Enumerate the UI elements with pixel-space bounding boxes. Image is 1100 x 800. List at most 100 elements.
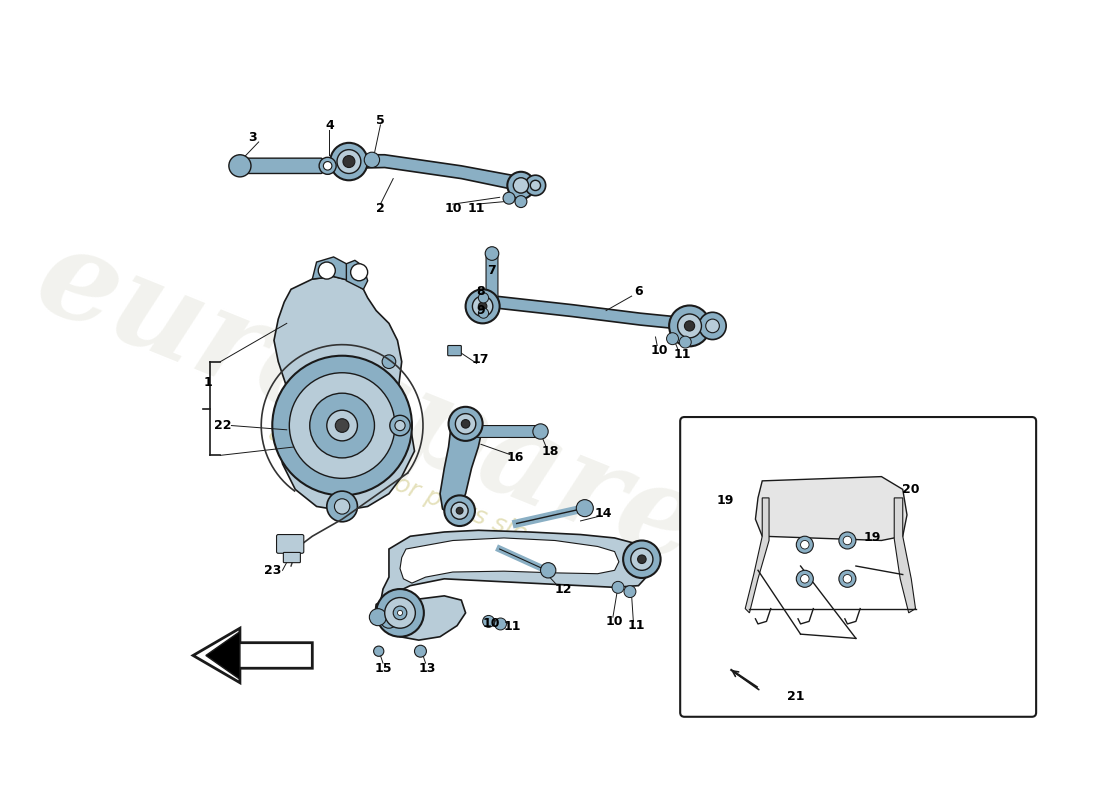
Circle shape xyxy=(796,570,813,587)
FancyBboxPatch shape xyxy=(234,158,322,174)
Text: 12: 12 xyxy=(554,582,572,595)
Text: 23: 23 xyxy=(264,564,280,577)
Circle shape xyxy=(684,321,695,331)
Circle shape xyxy=(370,609,386,626)
Circle shape xyxy=(839,570,856,587)
Polygon shape xyxy=(476,296,690,334)
Circle shape xyxy=(444,495,475,526)
Circle shape xyxy=(483,615,495,627)
Polygon shape xyxy=(756,477,908,541)
Text: 16: 16 xyxy=(506,451,524,465)
Circle shape xyxy=(532,424,548,439)
Polygon shape xyxy=(745,498,769,613)
Text: 8: 8 xyxy=(476,285,485,298)
Circle shape xyxy=(395,421,405,430)
Text: 11: 11 xyxy=(468,202,485,215)
Circle shape xyxy=(478,308,488,318)
FancyBboxPatch shape xyxy=(284,553,300,562)
Circle shape xyxy=(624,586,636,598)
Text: 11: 11 xyxy=(627,619,645,632)
Circle shape xyxy=(478,302,487,310)
Text: 21: 21 xyxy=(788,690,805,703)
Polygon shape xyxy=(342,154,529,191)
Text: 13: 13 xyxy=(419,662,436,674)
Circle shape xyxy=(478,293,488,303)
Circle shape xyxy=(667,333,679,345)
Circle shape xyxy=(576,500,593,517)
Circle shape xyxy=(382,355,396,369)
Circle shape xyxy=(465,290,499,323)
Circle shape xyxy=(393,606,407,620)
Circle shape xyxy=(623,541,661,578)
Text: 18: 18 xyxy=(542,445,560,458)
Circle shape xyxy=(843,536,851,545)
Polygon shape xyxy=(374,530,649,640)
Circle shape xyxy=(801,541,810,549)
Circle shape xyxy=(630,548,653,570)
Circle shape xyxy=(381,611,397,628)
Circle shape xyxy=(415,646,427,657)
Circle shape xyxy=(385,598,416,628)
Polygon shape xyxy=(894,498,915,613)
Circle shape xyxy=(351,264,367,281)
Circle shape xyxy=(514,178,529,193)
Text: 15: 15 xyxy=(374,662,392,674)
Circle shape xyxy=(334,498,350,514)
Circle shape xyxy=(449,407,483,441)
Circle shape xyxy=(612,582,624,594)
FancyBboxPatch shape xyxy=(276,534,304,554)
Circle shape xyxy=(343,156,355,167)
Circle shape xyxy=(327,491,358,522)
Circle shape xyxy=(698,312,726,339)
Text: 11: 11 xyxy=(504,620,521,633)
Circle shape xyxy=(455,414,476,434)
Text: 10: 10 xyxy=(444,202,462,215)
Circle shape xyxy=(289,373,395,478)
FancyBboxPatch shape xyxy=(448,346,461,356)
FancyBboxPatch shape xyxy=(476,426,543,438)
Text: 20: 20 xyxy=(902,483,920,496)
Circle shape xyxy=(376,589,424,637)
Text: eurospares: eurospares xyxy=(20,216,783,618)
Text: 4: 4 xyxy=(324,119,333,132)
Circle shape xyxy=(336,418,349,432)
Circle shape xyxy=(330,143,367,180)
Circle shape xyxy=(327,410,358,441)
Text: 1: 1 xyxy=(204,377,212,390)
Circle shape xyxy=(507,172,535,199)
Text: 3: 3 xyxy=(249,131,257,144)
Circle shape xyxy=(319,158,337,174)
Text: 10: 10 xyxy=(483,617,499,630)
Text: 11: 11 xyxy=(674,348,692,362)
Circle shape xyxy=(456,507,463,514)
Text: a passion for parts since 1985: a passion for parts since 1985 xyxy=(265,420,624,584)
Circle shape xyxy=(638,555,646,563)
Circle shape xyxy=(678,314,702,338)
Circle shape xyxy=(495,618,506,630)
Circle shape xyxy=(839,532,856,549)
Circle shape xyxy=(669,306,710,346)
Text: 6: 6 xyxy=(634,285,642,298)
FancyBboxPatch shape xyxy=(486,252,498,310)
Circle shape xyxy=(273,356,411,495)
FancyBboxPatch shape xyxy=(680,417,1036,717)
Polygon shape xyxy=(194,628,312,682)
Polygon shape xyxy=(206,632,240,679)
Polygon shape xyxy=(346,260,367,290)
Circle shape xyxy=(374,646,384,656)
Circle shape xyxy=(461,419,470,428)
Circle shape xyxy=(801,574,810,583)
Circle shape xyxy=(323,162,332,170)
Circle shape xyxy=(318,262,336,279)
Circle shape xyxy=(337,150,361,174)
Polygon shape xyxy=(440,417,483,515)
Circle shape xyxy=(472,296,493,317)
Circle shape xyxy=(229,154,251,177)
Text: 14: 14 xyxy=(595,506,613,520)
Text: 7: 7 xyxy=(487,264,495,277)
Text: 22: 22 xyxy=(214,419,232,432)
Circle shape xyxy=(796,536,813,554)
Circle shape xyxy=(503,192,515,204)
Text: 9: 9 xyxy=(476,304,485,317)
Circle shape xyxy=(451,502,469,519)
